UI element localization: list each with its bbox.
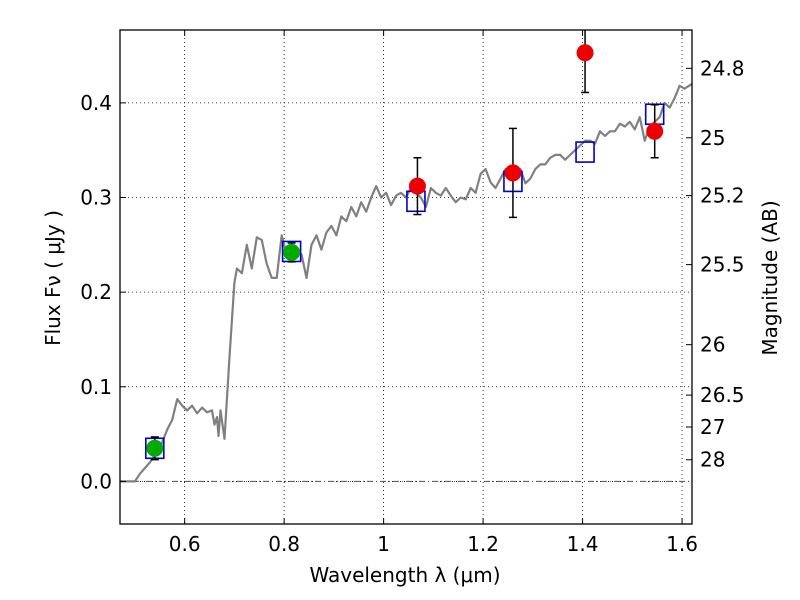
x-tick-label: 1 [377, 532, 390, 556]
observed-flux-point [283, 243, 301, 261]
magnitude-tick-label: 25.2 [700, 184, 745, 208]
y-tick-label: 0.3 [80, 186, 112, 210]
observed-flux-point [576, 44, 594, 62]
y-tick-label: 0.0 [80, 469, 112, 493]
x-axis-title: Wavelength λ (μm) [309, 563, 500, 587]
y-tick-label: 0.4 [80, 91, 112, 115]
magnitude-tick-label: 26.5 [700, 383, 745, 407]
observed-flux-point [504, 164, 522, 182]
axes-frame [119, 29, 693, 525]
observed-flux-point [408, 177, 426, 195]
magnitude-tick-label: 24.8 [700, 56, 745, 80]
x-tick-label: 1.4 [567, 532, 599, 556]
magnitude-tick-label: 25.5 [700, 253, 745, 277]
y2-axis-title: Magnitude (AB) [758, 200, 782, 355]
x-tick-label: 1.2 [467, 532, 499, 556]
observed-flux-point [646, 122, 664, 140]
x-tick-label: 1.6 [666, 532, 698, 556]
x-tick-label: 0.6 [169, 532, 201, 556]
y-tick-label: 0.1 [80, 375, 112, 399]
magnitude-tick-label: 26 [700, 333, 725, 357]
plot-area [120, 30, 693, 483]
magnitude-tick-label: 27 [700, 415, 725, 439]
sed-model-line [120, 82, 693, 483]
observed-flux-point [146, 439, 164, 457]
magnitude-tick-label: 28 [700, 448, 725, 472]
x-tick-label: 0.8 [268, 532, 300, 556]
y-tick-label: 0.2 [80, 280, 112, 304]
axis-ticks: 0.6 0.8 1 1.2 1.4 1.6 0.0 0.1 0.2 0.3 0.4 24.8 25 25.… [80, 30, 745, 556]
magnitude-tick-label: 25 [700, 126, 725, 150]
model-flux-square [575, 141, 595, 163]
y-axis-title: Flux Fν ( μJy ) [41, 210, 65, 346]
grid-lines [120, 30, 692, 524]
